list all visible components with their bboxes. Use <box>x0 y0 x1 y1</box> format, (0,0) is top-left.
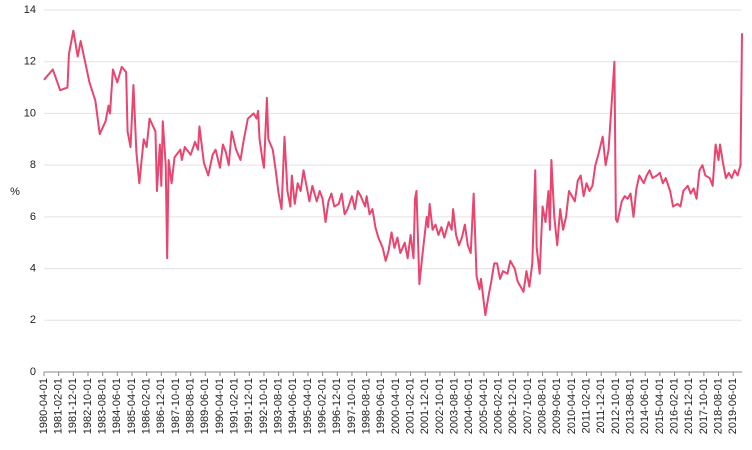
x-tick-label: 2018-08-01 <box>712 378 724 434</box>
x-tick-label: 1983-08-01 <box>97 378 109 434</box>
x-tick-label: 2003-08-01 <box>448 378 460 434</box>
x-tick-label: 2019-06-01 <box>727 378 739 434</box>
x-tick-label: 1997-10-01 <box>346 378 358 434</box>
x-tick-label: 2001-12-01 <box>419 378 431 434</box>
y-tick-label: 6 <box>30 211 36 223</box>
x-tick-label: 2011-12-01 <box>595 378 607 433</box>
x-tick-label: 2006-02-01 <box>492 378 504 434</box>
x-tick-label: 1998-08-01 <box>361 378 373 434</box>
x-tick-label: 1986-12-01 <box>155 378 167 434</box>
x-tick-label: 2004-06-01 <box>463 378 475 434</box>
x-tick-label: 1987-10-01 <box>170 378 182 434</box>
x-tick-label: 1990-04-01 <box>214 378 226 434</box>
x-tick-label: 1993-08-01 <box>273 378 285 434</box>
y-tick-label: 4 <box>30 262 36 274</box>
x-tick-label: 2000-04-01 <box>390 378 402 434</box>
x-tick-label: 2015-04-01 <box>654 378 666 434</box>
x-tick-label: 2016-12-01 <box>683 378 695 434</box>
y-axis-label: % <box>10 186 20 198</box>
x-tick-label: 1981-12-01 <box>67 378 79 434</box>
x-tick-label: 1991-02-01 <box>229 378 241 434</box>
x-tick-label: 2007-10-01 <box>522 378 534 434</box>
y-tick-label: 2 <box>30 314 36 326</box>
y-tick-label: 14 <box>24 4 36 16</box>
y-tick-label: 8 <box>30 159 36 171</box>
x-tick-label: 1992-10-01 <box>258 378 270 434</box>
x-tick-label: 2010-04-01 <box>566 378 578 434</box>
x-tick-label: 2008-08-01 <box>536 378 548 434</box>
x-tick-label: 1999-06-01 <box>375 378 387 434</box>
x-tick-label: 1984-06-01 <box>111 378 123 434</box>
x-tick-label: 2011-02-01 <box>580 378 592 433</box>
x-tick-label: 1995-04-01 <box>302 378 314 434</box>
x-tick-label: 1991-12-01 <box>243 378 255 434</box>
x-tick-label: 2006-12-01 <box>507 378 519 434</box>
x-tick-label: 1994-06-01 <box>287 378 299 434</box>
x-tick-label: 1981-02-01 <box>53 378 65 434</box>
x-tick-label: 1989-06-01 <box>199 378 211 434</box>
x-tick-label: 1985-04-01 <box>126 378 138 434</box>
x-tick-label: 1980-04-01 <box>38 378 50 434</box>
x-tick-label: 2013-08-01 <box>624 378 636 434</box>
data-line <box>43 29 743 317</box>
y-tick-label: 10 <box>24 107 36 119</box>
x-tick-label: 2005-04-01 <box>478 378 490 434</box>
x-tick-label: 2009-06-01 <box>551 378 563 434</box>
x-tick-label: 2017-10-01 <box>698 378 710 434</box>
x-tick-label: 2014-06-01 <box>639 378 651 434</box>
x-tick-label: 1982-10-01 <box>82 378 94 434</box>
x-tick-label: 2012-10-01 <box>610 378 622 434</box>
y-tick-label: 0 <box>30 366 36 378</box>
x-tick-label: 2016-02-01 <box>668 378 680 434</box>
x-tick-label: 2002-10-01 <box>434 378 446 434</box>
x-tick-label: 1996-12-01 <box>331 378 343 434</box>
x-tick-label: 1988-08-01 <box>185 378 197 434</box>
x-tick-label: 2001-02-01 <box>405 378 417 434</box>
x-tick-label: 1986-02-01 <box>141 378 153 434</box>
y-tick-label: 12 <box>24 56 36 68</box>
x-tick-label: 1996-02-01 <box>317 378 329 434</box>
